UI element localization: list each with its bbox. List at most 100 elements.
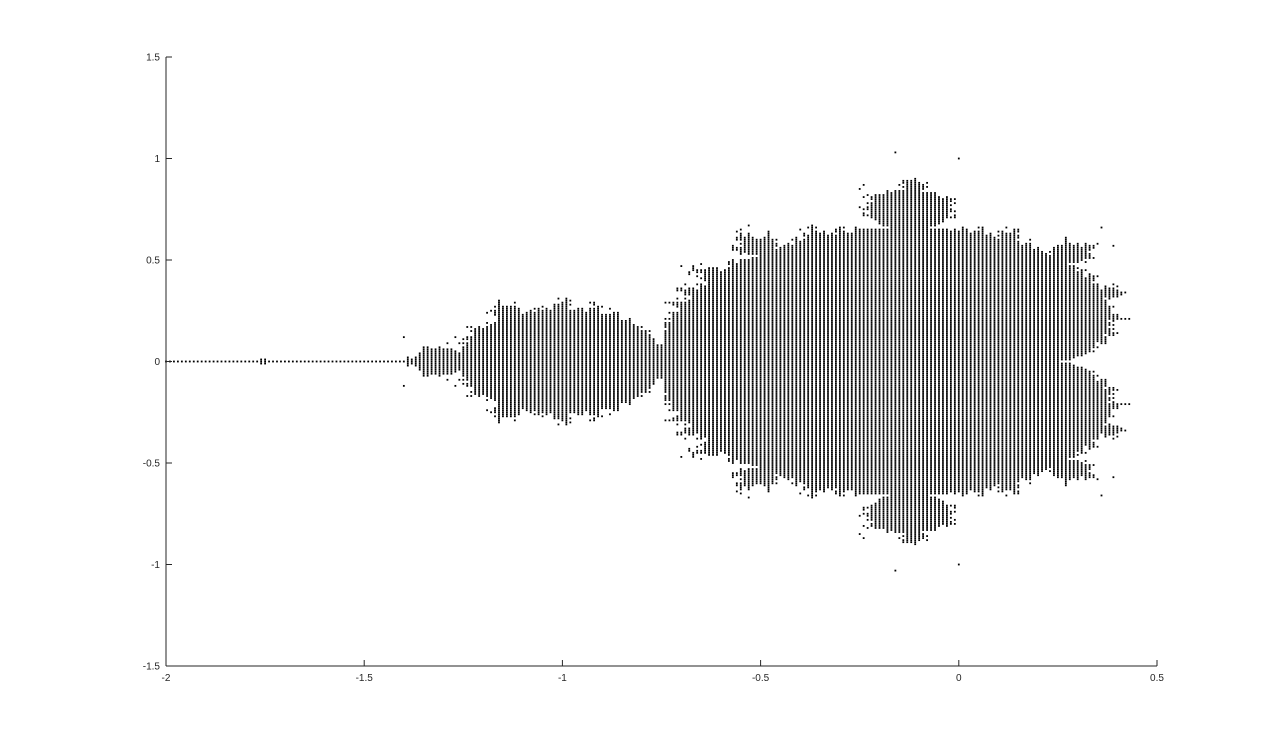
data-point — [498, 364, 500, 367]
data-point — [605, 328, 607, 330]
data-point — [680, 368, 683, 371]
data-point — [727, 307, 730, 310]
data-point — [716, 287, 718, 290]
data-point — [537, 309, 540, 312]
data-point — [759, 468, 762, 470]
data-point — [739, 336, 742, 339]
data-point — [755, 356, 758, 359]
data-point — [525, 356, 528, 359]
data-point — [743, 299, 746, 302]
data-point — [585, 326, 588, 328]
data-point — [597, 338, 599, 341]
data-point — [537, 311, 540, 314]
data-point — [589, 370, 592, 373]
data-point — [660, 366, 663, 369]
data-point — [478, 328, 481, 330]
data-point — [739, 451, 742, 454]
data-point — [712, 453, 714, 456]
data-point — [735, 389, 738, 391]
data-point — [676, 324, 679, 326]
data-point — [751, 399, 754, 401]
data-point — [442, 368, 445, 371]
data-point — [763, 393, 766, 395]
data-point — [593, 311, 596, 314]
data-point — [541, 409, 544, 412]
data-point — [644, 376, 647, 379]
data-point — [545, 403, 548, 406]
data-point — [680, 372, 683, 375]
data-point — [735, 382, 738, 385]
data-point — [767, 324, 770, 326]
data-point — [620, 395, 623, 397]
data-point — [609, 405, 611, 408]
data-point — [700, 324, 703, 326]
data-point — [743, 458, 746, 460]
data-point — [767, 253, 770, 255]
data-point — [494, 328, 496, 330]
data-point — [438, 346, 441, 349]
data-point — [724, 348, 726, 351]
data-point — [696, 409, 699, 412]
data-point — [561, 415, 564, 418]
data-point — [720, 336, 722, 339]
data-point — [593, 336, 596, 339]
data-point — [628, 403, 631, 406]
data-point — [490, 352, 492, 355]
data-point — [731, 433, 734, 436]
data-point — [704, 303, 706, 306]
data-point — [613, 356, 615, 359]
data-point — [751, 376, 754, 379]
data-point — [648, 346, 651, 349]
data-point — [747, 344, 750, 347]
data-point — [597, 354, 599, 357]
data-point — [724, 368, 726, 371]
data-point — [676, 311, 679, 314]
data-point — [716, 435, 718, 438]
data-point — [727, 338, 730, 341]
data-point — [569, 360, 572, 363]
data-point — [755, 346, 758, 349]
data-point — [613, 315, 615, 318]
data-point — [696, 437, 699, 440]
data-point — [593, 399, 596, 401]
data-point — [577, 393, 580, 395]
data-point — [573, 378, 576, 381]
data-point — [727, 293, 730, 296]
data-point — [724, 315, 726, 318]
data-point — [767, 437, 770, 440]
data-point — [327, 360, 330, 363]
data-point — [743, 409, 746, 412]
data-point — [676, 313, 679, 316]
data-point — [513, 386, 516, 389]
data-point — [731, 334, 734, 337]
data-point — [632, 386, 635, 389]
data-point — [605, 344, 607, 347]
data-point — [735, 248, 738, 251]
data-point — [498, 401, 500, 403]
data-point — [506, 309, 508, 312]
data-point — [724, 401, 726, 403]
data-point — [605, 397, 607, 399]
data-point — [755, 253, 758, 255]
data-point — [597, 378, 599, 381]
data-point — [577, 342, 580, 345]
data-point — [664, 354, 667, 357]
data-point — [664, 350, 667, 353]
data-point — [664, 338, 667, 341]
data-point — [680, 326, 683, 328]
data-point — [743, 415, 746, 418]
data-point — [632, 344, 635, 347]
data-point — [609, 320, 611, 322]
data-point — [359, 360, 362, 363]
data-point — [731, 378, 734, 381]
data-point — [680, 433, 683, 436]
data-point — [482, 334, 485, 337]
data-point — [692, 433, 695, 436]
data-point — [720, 277, 722, 280]
data-point — [684, 378, 687, 381]
data-point — [545, 407, 548, 410]
data-point — [735, 427, 738, 430]
data-point — [731, 277, 734, 280]
data-point — [426, 352, 429, 355]
data-point — [700, 384, 703, 387]
